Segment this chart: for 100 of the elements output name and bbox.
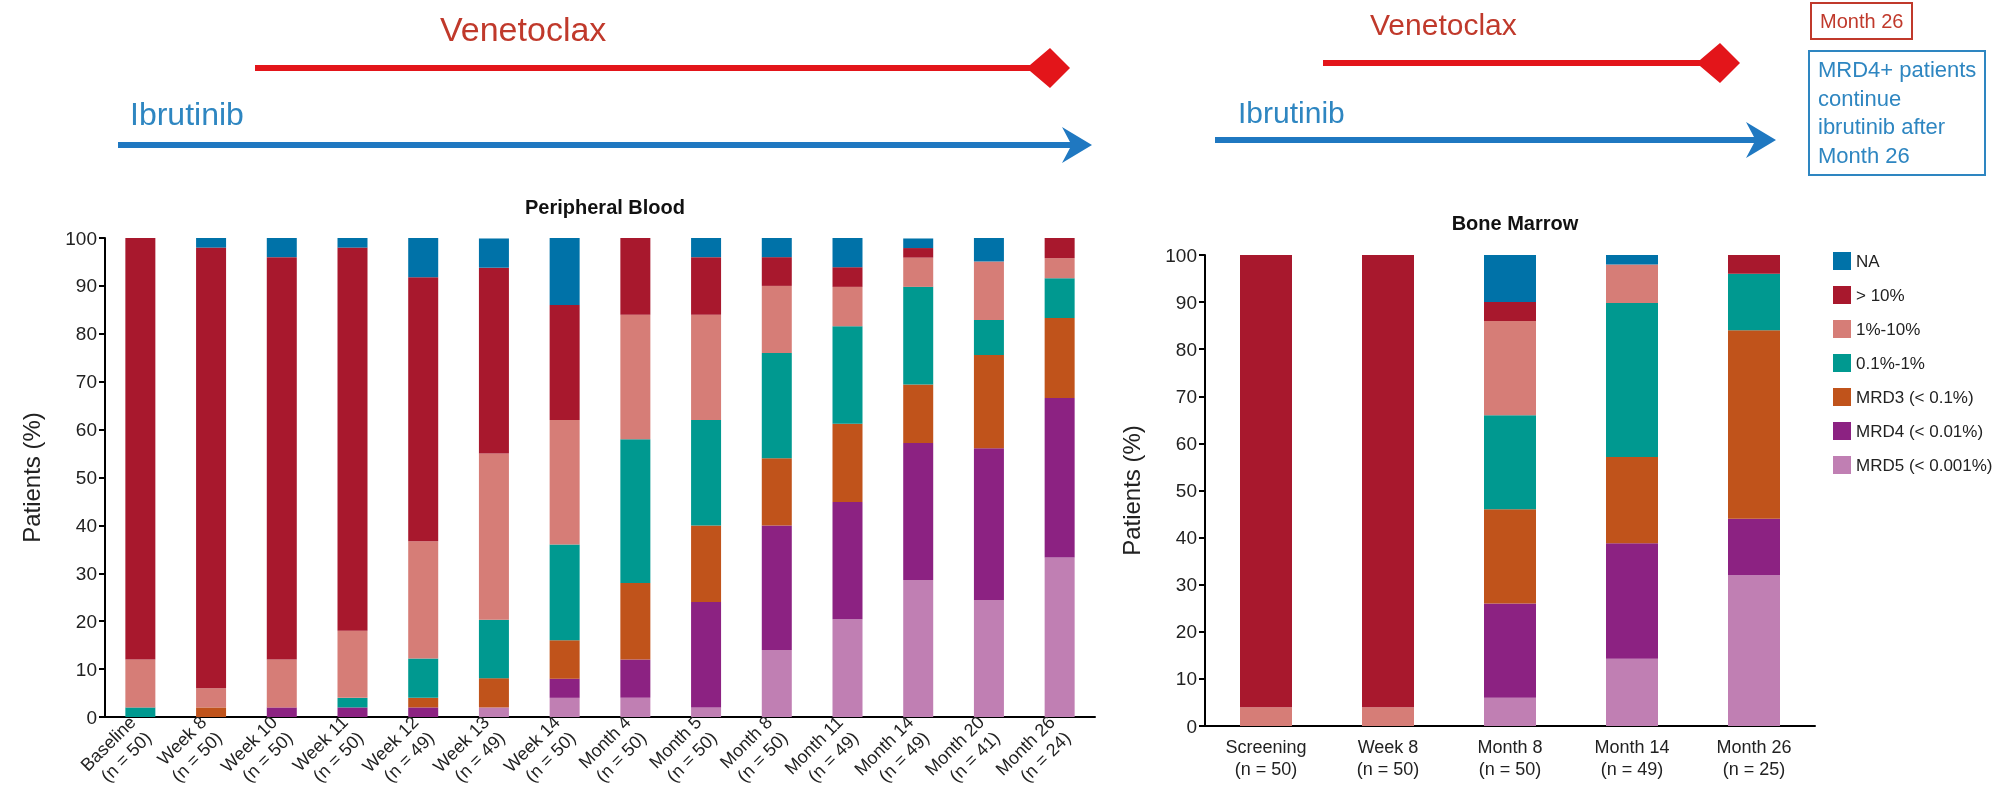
bar — [620, 238, 651, 315]
bar — [549, 238, 580, 306]
bar — [408, 697, 439, 708]
bar — [125, 659, 156, 708]
y-tick-label: 90 — [1175, 291, 1197, 313]
bar — [973, 354, 1004, 449]
bar — [478, 267, 509, 454]
bar — [973, 261, 1004, 320]
bar — [1044, 258, 1075, 279]
bar — [1484, 320, 1536, 416]
text: Venetoclax — [440, 10, 607, 49]
text: Ibrutinib — [1238, 96, 1345, 130]
bar — [478, 707, 509, 717]
y-tick-label: 30 — [75, 562, 97, 584]
bar — [549, 697, 580, 717]
bar — [620, 439, 651, 583]
y-tick-label: 40 — [75, 514, 97, 536]
bar — [620, 659, 651, 698]
bar — [196, 238, 227, 248]
bar — [337, 707, 368, 717]
bar — [266, 707, 297, 717]
bar — [196, 247, 227, 689]
bar — [973, 448, 1004, 601]
bar — [761, 458, 792, 526]
bar — [408, 658, 439, 698]
y-tick-label: 90 — [75, 275, 97, 297]
y-tick-label: 80 — [1175, 338, 1197, 360]
bar — [408, 238, 439, 278]
bar — [832, 238, 863, 268]
bar — [761, 285, 792, 353]
bar — [1484, 302, 1536, 321]
y-tick-label: 100 — [65, 227, 97, 249]
bar — [973, 319, 1004, 355]
bar — [691, 525, 722, 603]
y-tick-label: 100 — [1165, 244, 1197, 266]
bar — [691, 420, 722, 526]
bar — [549, 544, 580, 641]
bar — [1484, 697, 1536, 726]
bar — [832, 619, 863, 717]
bar — [1044, 238, 1075, 259]
bar — [620, 697, 651, 717]
bar — [1606, 264, 1658, 304]
bar — [620, 582, 651, 660]
y-axis-title: Patients (%) — [1117, 425, 1145, 556]
bar — [337, 630, 368, 698]
legend-label: > 10% — [1856, 285, 1905, 305]
bar — [1044, 317, 1075, 398]
chart-title: Bone Marrow — [1451, 212, 1579, 234]
bar — [691, 707, 722, 717]
y-tick-label: 10 — [75, 658, 97, 680]
bar — [408, 541, 439, 659]
y-tick-label: 40 — [1175, 527, 1197, 549]
bar — [1728, 518, 1780, 576]
y-tick-label: 70 — [1175, 385, 1197, 407]
bar — [266, 659, 297, 708]
bar — [832, 501, 863, 620]
x-tick-label: Month 14 (n = 49) — [1594, 737, 1670, 779]
text: Month 26 — [1810, 2, 1914, 40]
bar — [1240, 255, 1292, 708]
bar — [691, 314, 722, 421]
bar — [337, 238, 368, 248]
bar — [761, 238, 792, 258]
y-tick-label: 80 — [75, 323, 97, 345]
text: MRD4+ patients continue ibrutinib after Month 26 — [1808, 50, 1987, 177]
text: Ibrutinib — [130, 96, 244, 133]
bar — [478, 678, 509, 708]
bar — [1606, 658, 1658, 726]
bar — [408, 707, 439, 717]
bar — [620, 314, 651, 440]
bar — [761, 257, 792, 286]
bar — [761, 649, 792, 717]
bar — [832, 423, 863, 502]
bar — [1044, 278, 1075, 318]
legend-label: NA — [1856, 251, 1881, 271]
text: Venetoclax — [1370, 8, 1517, 42]
bar — [1728, 255, 1780, 274]
legend-label: MRD4 (< 0.01%) — [1856, 421, 1984, 441]
bar — [1728, 273, 1780, 331]
bar — [1484, 603, 1536, 698]
bar — [832, 286, 863, 327]
bar — [266, 257, 297, 660]
bar — [1606, 543, 1658, 659]
bar — [125, 238, 156, 660]
y-tick-label: 20 — [75, 610, 97, 632]
chart-title: Peripheral Blood — [524, 196, 686, 218]
bar — [903, 580, 934, 717]
bar — [549, 678, 580, 698]
y-tick-label: 60 — [75, 419, 97, 441]
bar — [1240, 707, 1292, 726]
legend-label: MRD3 (< 0.1%) — [1856, 387, 1974, 407]
bar — [196, 688, 227, 708]
y-tick-label: 70 — [75, 371, 97, 393]
legend-label: 0.1%-1% — [1856, 353, 1925, 373]
bar — [1044, 397, 1075, 558]
bar — [903, 248, 934, 258]
bar — [337, 697, 368, 708]
bar — [903, 286, 934, 385]
bar — [478, 453, 509, 620]
bar — [478, 619, 509, 679]
bar — [478, 238, 509, 268]
